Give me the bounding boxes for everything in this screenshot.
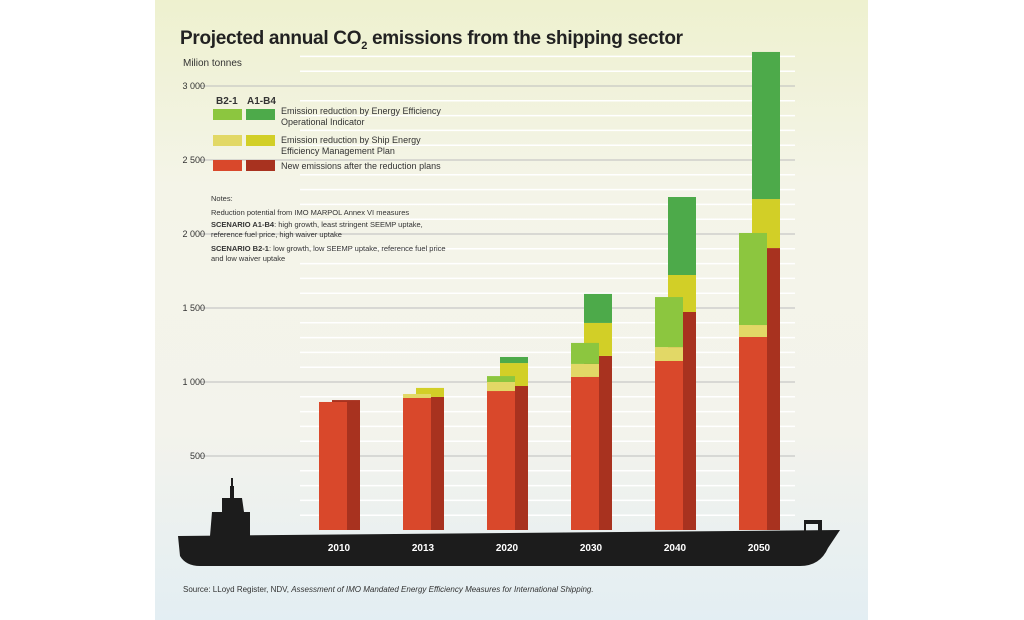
note-b-text: : low growth, low SEEMP uptake, referenc… bbox=[211, 244, 446, 263]
bar-B2-1-2040 bbox=[655, 297, 683, 348]
legend-swatch-a1-b4 bbox=[246, 109, 275, 120]
ship-hull bbox=[178, 530, 840, 566]
y-tick-label: 2 500 bbox=[182, 155, 205, 165]
legend-swatch-b2-1 bbox=[213, 109, 242, 120]
bar-B2-1-2050 bbox=[739, 337, 767, 530]
legend-scenario-a: A1-B4 bbox=[247, 96, 276, 107]
title-subscript: 2 bbox=[361, 39, 368, 52]
bar-B2-1-2030 bbox=[571, 342, 599, 364]
legend-new-emissions-label: New emissions after the reduction plans bbox=[281, 161, 441, 171]
bar-B2-1-2010 bbox=[319, 401, 347, 530]
legend-swatch-a1-b4 bbox=[246, 135, 275, 146]
chart-title: Projected annual CO2 emissions from the … bbox=[180, 28, 683, 52]
x-tick-label: 2030 bbox=[580, 543, 603, 554]
bar-A1-B4-2050 bbox=[752, 51, 780, 200]
bar-B2-1-2013 bbox=[403, 393, 431, 398]
notes-heading: Notes: bbox=[211, 194, 233, 203]
note-a-label: SCENARIO A1-B4 bbox=[211, 220, 275, 229]
legend-eeoi-label: Emission reduction by Energy Efficiency … bbox=[281, 106, 441, 127]
y-tick-label: 1 500 bbox=[182, 303, 205, 313]
note-scenario-a: SCENARIO A1-B4: high growth, least strin… bbox=[211, 220, 451, 240]
x-tick-label: 2013 bbox=[412, 543, 435, 554]
y-tick-label: 1 000 bbox=[182, 377, 205, 387]
bar-A1-B4-2020 bbox=[500, 356, 528, 364]
x-tick-label: 2040 bbox=[664, 543, 687, 554]
bar-B2-1-2030 bbox=[571, 376, 599, 530]
x-tick-label: 2010 bbox=[328, 543, 351, 554]
x-tick-label: 2020 bbox=[496, 543, 519, 554]
y-tick-label: 3 000 bbox=[182, 81, 205, 91]
note-b-label: SCENARIO B2-1 bbox=[211, 244, 269, 253]
note-a-text: : high growth, least stringent SEEMP upt… bbox=[211, 220, 423, 239]
title-text-rest: emissions from the shipping sector bbox=[367, 28, 683, 49]
source-note: Source: LLoyd Register, NDV, Assessment … bbox=[183, 585, 594, 594]
legend-swatch-b2-1 bbox=[213, 135, 242, 146]
title-text: Projected annual CO bbox=[180, 28, 362, 49]
bar-B2-1-2030 bbox=[571, 363, 599, 377]
notes-line: Reduction potential from IMO MARPOL Anne… bbox=[211, 208, 410, 217]
bar-B2-1-2050 bbox=[739, 325, 767, 338]
source-prefix: Source: LLoyd Register, NDV, bbox=[183, 585, 292, 594]
y-tick-label: 500 bbox=[190, 451, 205, 461]
legend-seemp-label: Emission reduction by Ship Energy Effici… bbox=[281, 135, 421, 156]
bar-B2-1-2013 bbox=[403, 397, 431, 530]
legend-swatch-b2-1 bbox=[213, 160, 242, 171]
bar-A1-B4-2040 bbox=[668, 197, 696, 275]
bar-B2-1-2040 bbox=[655, 360, 683, 530]
y-axis-unit: Milion tonnes bbox=[183, 58, 242, 69]
bar-A1-B4-2030 bbox=[584, 293, 612, 323]
bar-A1-B4-2013 bbox=[416, 387, 444, 397]
legend-scenario-b: B2-1 bbox=[216, 96, 238, 107]
source-title: Assessment of IMO Mandated Energy Effici… bbox=[291, 585, 594, 594]
ship-stern-rail bbox=[804, 520, 822, 532]
bar-B2-1-2020 bbox=[487, 391, 515, 530]
legend-swatch-a1-b4 bbox=[246, 160, 275, 171]
y-tick-label: 2 000 bbox=[182, 229, 205, 239]
x-tick-label: 2050 bbox=[748, 543, 771, 554]
note-scenario-b: SCENARIO B2-1: low growth, low SEEMP upt… bbox=[211, 244, 451, 264]
bar-B2-1-2050 bbox=[739, 232, 767, 326]
ship-bridge bbox=[210, 486, 250, 536]
bar-B2-1-2020 bbox=[487, 382, 515, 392]
bar-B2-1-2020 bbox=[487, 376, 515, 382]
bar-B2-1-2040 bbox=[655, 347, 683, 361]
